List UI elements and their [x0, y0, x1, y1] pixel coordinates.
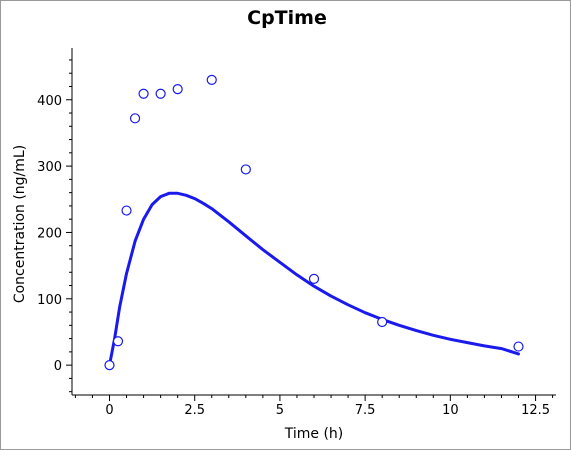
data-point: [112, 336, 124, 347]
plot-area: [104, 74, 524, 371]
x-axis-label: Time (h): [284, 426, 344, 442]
axes: [71, 48, 556, 396]
data-point: [308, 273, 320, 284]
x-axis-ticks: 0 2.5 5 7.5 10 12.5: [74, 395, 554, 418]
data-point: [513, 341, 524, 352]
y-tick-label: 0: [54, 359, 62, 374]
data-point: [104, 360, 115, 371]
y-tick-label: 200: [37, 226, 62, 241]
x-tick-label: 2.5: [184, 403, 205, 418]
y-tick-label: 300: [37, 160, 62, 175]
y-axis-ticks: 0 100 200 300 400: [37, 59, 72, 393]
data-point: [155, 88, 166, 99]
y-tick-label: 100: [37, 293, 62, 308]
x-tick-label: 7.5: [355, 403, 376, 418]
chart-title: CpTime: [247, 7, 327, 29]
data-point: [121, 205, 132, 216]
y-axis-label: Concentration (ng/mL): [12, 145, 28, 303]
x-tick-label: 0: [105, 403, 113, 418]
data-point: [138, 88, 149, 99]
data-point: [377, 316, 388, 328]
x-tick-label: 5: [276, 403, 284, 418]
y-tick-label: 400: [37, 94, 62, 109]
data-point: [129, 113, 141, 124]
x-tick-label: 12.5: [521, 403, 550, 418]
data-point: [206, 74, 217, 85]
fitted-curve: [108, 191, 520, 367]
x-tick-label: 10: [442, 403, 459, 418]
data-point: [240, 164, 251, 175]
data-point: [172, 84, 183, 95]
